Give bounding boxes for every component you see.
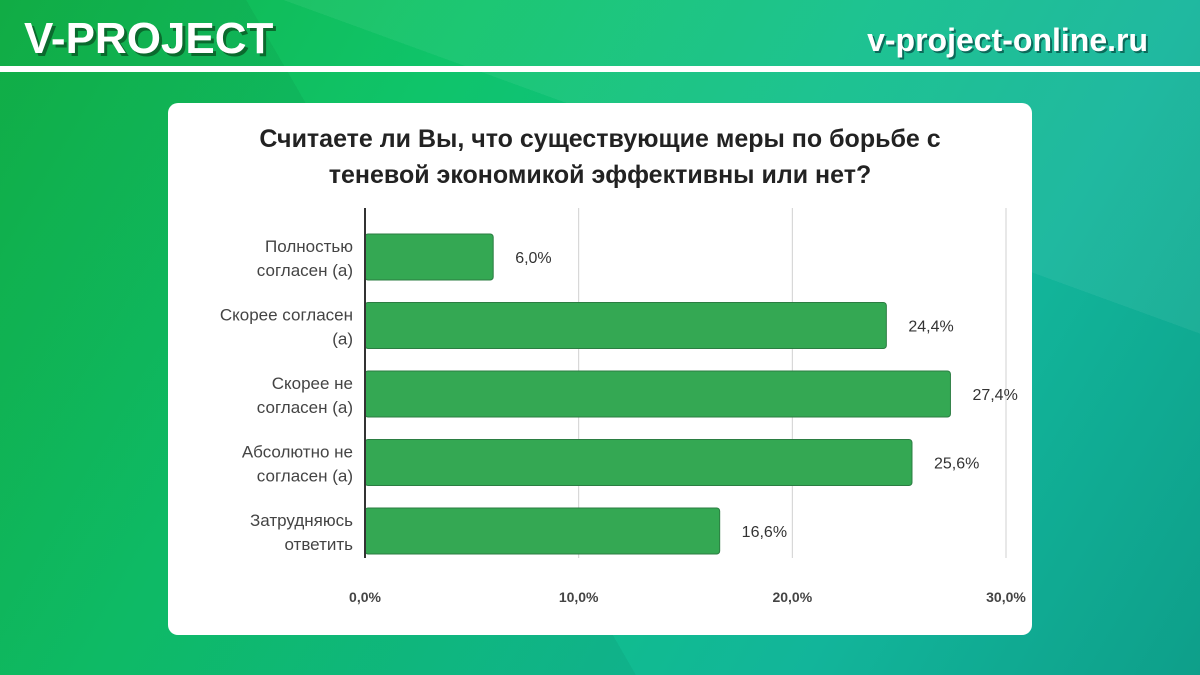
x-tick-label: 10,0% <box>559 589 599 605</box>
chart-title-line2: теневой экономикой эффективны или нет? <box>328 161 872 189</box>
category-label: Полностью <box>265 237 353 256</box>
bar <box>364 370 951 418</box>
category-label: Абсолютно не <box>242 443 353 462</box>
chart-title: Считаете ли Вы, что существующие меры по… <box>168 121 1032 193</box>
category-label: согласен (а) <box>257 261 353 280</box>
bar <box>364 233 494 281</box>
data-label: 27,4% <box>972 387 1017 404</box>
bar <box>364 302 887 349</box>
category-label: ответить <box>284 535 353 554</box>
data-label: 6,0% <box>515 250 551 267</box>
chart-card: Считаете ли Вы, что существующие меры по… <box>168 103 1032 635</box>
header-divider <box>0 66 1200 72</box>
category-label: Скорее не <box>272 374 353 393</box>
bar-chart: 0,0% 10,0% 20,0% 30,0% 6,0% Полностью согласен… <box>220 208 1026 605</box>
category-label: Скорее согласен <box>220 306 353 325</box>
x-tick-label: 20,0% <box>772 589 812 605</box>
bar <box>364 439 913 486</box>
category-label: Затрудняюсь <box>250 511 353 530</box>
x-tick-label: 0,0% <box>349 589 381 605</box>
category-label: согласен (а) <box>257 467 353 486</box>
site-url: v-project-online.ru <box>867 22 1148 58</box>
data-label: 16,6% <box>742 524 787 541</box>
category-label: согласен (а) <box>257 398 353 417</box>
chart-title-line1: Считаете ли Вы, что существующие меры по… <box>259 125 941 153</box>
category-label: (а) <box>332 330 353 349</box>
bar <box>364 507 721 555</box>
x-tick-label: 30,0% <box>986 589 1026 605</box>
data-label: 25,6% <box>934 456 979 473</box>
brand-logo: V-PROJECT <box>24 14 274 63</box>
data-label: 24,4% <box>908 319 953 336</box>
